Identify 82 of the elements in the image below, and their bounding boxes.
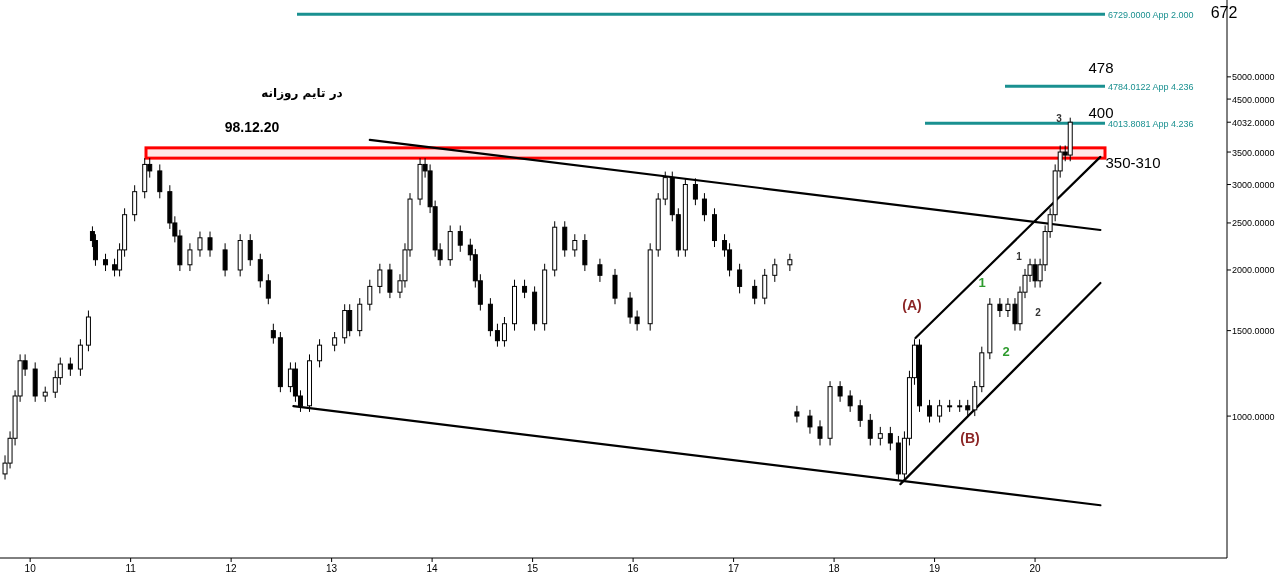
- candlestick: [132, 184, 138, 222]
- annotation: 350-310: [1105, 154, 1161, 171]
- candlestick: [377, 263, 383, 294]
- x-tick-label: 16: [627, 563, 640, 574]
- y-tick-label: 4500.0000: [1232, 94, 1275, 105]
- candlestick: [692, 177, 698, 206]
- band-label: 98.12.20: [224, 118, 280, 135]
- ref-line-label: 4784.0122 App 4.236: [1108, 81, 1194, 92]
- candlestick: [207, 231, 213, 258]
- candlestick: [847, 389, 853, 413]
- candlestick: [794, 405, 800, 423]
- candlestick: [867, 413, 873, 446]
- candlestick: [737, 263, 743, 294]
- candlestick: [157, 163, 163, 199]
- candlestick: [522, 279, 528, 299]
- x-tick-label: 17: [728, 563, 740, 574]
- candlestick: [857, 399, 863, 428]
- candlestick: [807, 409, 813, 435]
- y-tick-label: 5000.0000: [1232, 72, 1275, 83]
- x-tick-label: 12: [225, 563, 238, 574]
- y-tick-label: 4032.0000: [1232, 117, 1275, 128]
- annotation: 2: [1002, 344, 1010, 359]
- candlestick: [77, 338, 83, 377]
- candlestick: [222, 242, 228, 277]
- candlestick: [612, 268, 618, 305]
- annotation: 400: [1088, 104, 1114, 121]
- candlestick: [597, 258, 603, 283]
- x-tick-label: 13: [326, 563, 338, 574]
- candlestick: [762, 268, 768, 305]
- candlestick: [247, 233, 253, 267]
- x-tick-label: 11: [125, 563, 137, 574]
- candlestick: [817, 419, 823, 446]
- candlestick: [752, 279, 758, 305]
- annotation: 2: [1035, 307, 1042, 318]
- x-tick-label: 14: [426, 563, 439, 574]
- candlestick: [837, 380, 843, 403]
- annotation: 478: [1088, 59, 1114, 76]
- annotation: 1: [978, 275, 986, 290]
- annotation: 1: [1016, 251, 1023, 262]
- y-tick-label: 2500.0000: [1232, 218, 1275, 229]
- candlestick: [787, 253, 793, 272]
- candlestick: [317, 338, 323, 368]
- candlestick: [572, 233, 578, 258]
- candlestick: [197, 231, 203, 258]
- candlestick: [387, 263, 393, 299]
- candlestick: [332, 331, 338, 352]
- x-tick-label: 18: [828, 563, 841, 574]
- candlestick: [501, 316, 507, 348]
- candlestick: [187, 242, 193, 272]
- annotation: 3: [1056, 113, 1063, 124]
- candlestick: [937, 399, 943, 423]
- candlestick: [562, 220, 568, 258]
- annotation: 672: [1210, 4, 1238, 21]
- candlestick: [887, 426, 893, 451]
- text: در تایم روزانه: [261, 86, 343, 101]
- candlestick: [257, 253, 263, 289]
- y-tick-label: 3500.0000: [1232, 147, 1275, 158]
- candlestick: [997, 297, 1003, 318]
- candlestick: [772, 258, 778, 283]
- candlestick: [927, 399, 933, 423]
- y-tick-label: 3000.0000: [1232, 180, 1275, 191]
- candlestick: [972, 380, 978, 417]
- candlestick: [662, 171, 668, 206]
- candlestick: [494, 323, 500, 348]
- annotation: (B): [960, 430, 980, 446]
- candlestick: [67, 357, 73, 377]
- x-tick-label: 10: [24, 563, 37, 574]
- x-tick-label: 19: [929, 563, 941, 574]
- ref-line-label: 4013.8081 App 4.236: [1108, 118, 1194, 129]
- x-tick-label: 20: [1029, 563, 1042, 574]
- candlestick: [367, 279, 373, 312]
- y-tick-label: 1500.0000: [1232, 326, 1275, 337]
- candlestick: [270, 323, 276, 345]
- candlestick: [265, 273, 271, 305]
- ref-line-label: 6729.0000 App 2.000: [1108, 9, 1194, 20]
- candlestick: [701, 192, 707, 222]
- candlestick: [877, 426, 883, 446]
- y-tick-label: 2000.0000: [1232, 265, 1275, 276]
- x-tick-label: 15: [527, 563, 539, 574]
- annotation: (A): [902, 297, 922, 313]
- y-tick-label: 1000.0000: [1232, 411, 1275, 422]
- candlestick: [457, 225, 463, 253]
